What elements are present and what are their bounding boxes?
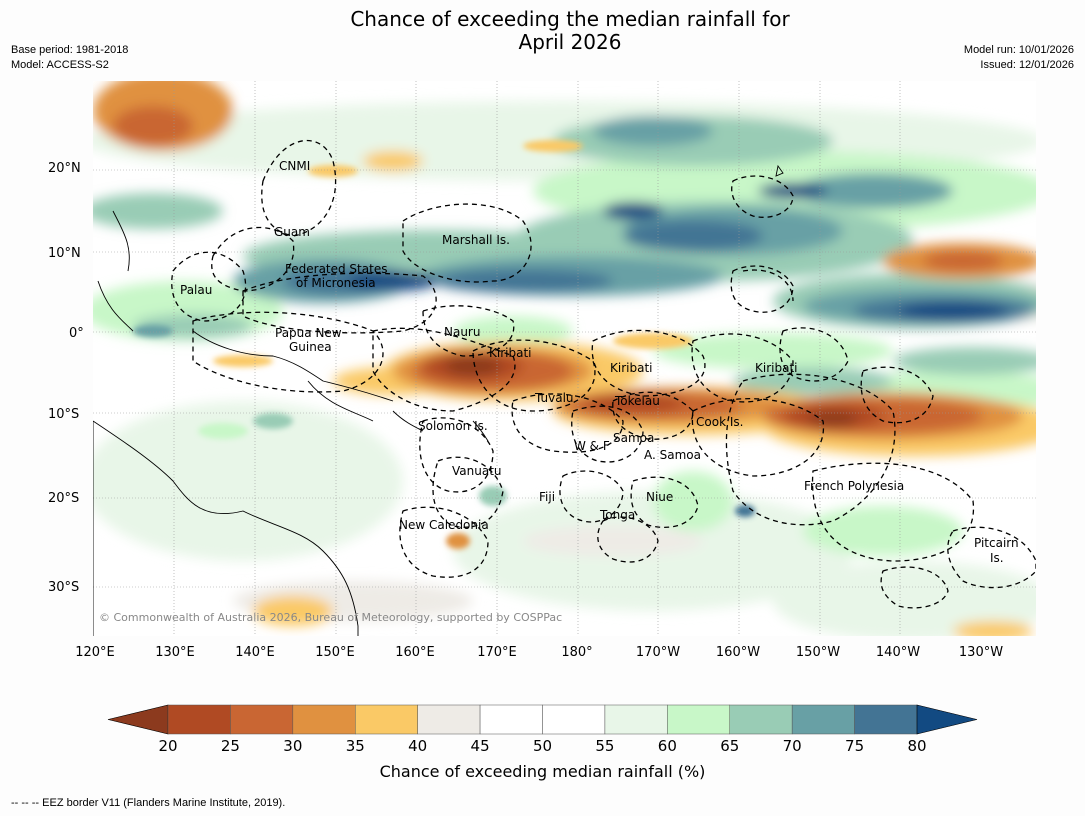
- colorbar-tick-75: 75: [845, 737, 865, 755]
- colorbar-title: Chance of exceeding median rainfall (%): [379, 762, 706, 781]
- colorbar-tick-65: 65: [720, 737, 740, 755]
- colorbar-bin-20-25: [167, 704, 231, 735]
- colorbar-bin-45-50: [479, 704, 543, 735]
- label-vanuatu: Vanuatu: [452, 464, 502, 478]
- y-label-20s: 20°S: [48, 491, 80, 506]
- label-marshall: Marshall Is.: [442, 233, 510, 247]
- label-samoa: Samoa: [613, 431, 654, 445]
- x-label-130w: 130°W: [958, 645, 1004, 660]
- title-line-2: April 2026: [518, 30, 622, 54]
- colorbar-tick-20: 20: [158, 737, 178, 755]
- label-tonga: Tonga: [599, 508, 635, 522]
- colorbar-tick-40: 40: [408, 737, 428, 755]
- title-line-1: Chance of exceeding the median rainfall …: [350, 7, 790, 31]
- copyright-notice: © Commonwealth of Australia 2026, Bureau…: [99, 611, 562, 624]
- colorbar-bin-40-45: [417, 704, 481, 735]
- colorbar-tick-45: 45: [470, 737, 490, 755]
- label-png-line1: Papua New: [275, 326, 342, 340]
- meta-left: Base period: 1981-2018 Model: ACCESS-S2: [11, 43, 128, 73]
- label-pitcairn-line1: Pitcairn: [974, 536, 1019, 550]
- label-kiribati-central: Kiribati: [610, 361, 652, 375]
- colorbar-tick-80: 80: [907, 737, 927, 755]
- y-label-30s: 30°S: [48, 580, 80, 595]
- colorbar-tick-30: 30: [283, 737, 303, 755]
- colorbar-tick-60: 60: [657, 737, 677, 755]
- label-fsm-line1: Federated States: [285, 262, 387, 276]
- colorbar-extend-high: [916, 704, 978, 735]
- place-labels: CNMI Guam Marshall Is. Federated States …: [180, 159, 1019, 565]
- colorbar-bin-70-75: [791, 704, 855, 735]
- label-kiribati-east: Kiribati: [755, 361, 797, 375]
- label-new-caledonia: New Caledonia: [399, 518, 489, 532]
- map-title: Chance of exceeding the median rainfall …: [0, 8, 1085, 54]
- label-tuvalu: Tuvalu: [534, 391, 574, 405]
- base-period: Base period: 1981-2018: [11, 44, 129, 56]
- y-label-eq: 0°: [69, 326, 84, 341]
- label-french-polynesia: French Polynesia: [804, 479, 904, 493]
- y-label-10s: 10°S: [48, 407, 80, 422]
- label-cnmi: CNMI: [279, 159, 310, 173]
- x-label-150w: 150°W: [795, 645, 841, 660]
- map-svg: CNMI Guam Marshall Is. Federated States …: [93, 81, 1036, 636]
- colorbar-tick-70: 70: [782, 737, 802, 755]
- x-label-160w: 160°W: [715, 645, 761, 660]
- y-label-20n: 20°N: [48, 161, 81, 176]
- x-label-140w: 140°W: [875, 645, 921, 660]
- label-png-line2: Guinea: [289, 340, 332, 354]
- colorbar-bin-75-80: [854, 704, 918, 735]
- colorbar-bin-35-40: [355, 704, 418, 735]
- x-label-170e: 170°E: [477, 645, 517, 660]
- colorbar-tick-50: 50: [532, 737, 553, 755]
- label-nauru: Nauru: [444, 325, 480, 339]
- label-cook: Cook Is.: [696, 415, 743, 429]
- label-niue: Niue: [646, 490, 673, 504]
- coastlines: [93, 164, 784, 636]
- model-run: Model run: 10/01/2026: [963, 44, 1074, 56]
- label-fiji: Fiji: [539, 490, 555, 504]
- label-fsm-line2: of Micronesia: [296, 276, 376, 290]
- label-guam: Guam: [274, 225, 310, 239]
- issued-date: Issued: 12/01/2026: [980, 59, 1074, 71]
- x-label-170w: 170°W: [635, 645, 681, 660]
- colorbar-bin-60-65: [667, 704, 730, 735]
- label-kiribati-west: Kiribati: [489, 346, 531, 360]
- colorbar-bin-65-70: [729, 704, 793, 735]
- colorbar-bin-50-55: [542, 704, 606, 735]
- eez-borders: [171, 139, 1036, 609]
- label-solomon: Solomon Is.: [418, 419, 488, 433]
- y-label-10n: 10°N: [48, 246, 81, 261]
- eez-footnote: -- -- -- EEZ border V11 (Flanders Marine…: [11, 797, 286, 809]
- colorbar-bin-30-35: [292, 704, 356, 735]
- colorbar-extend-low: [107, 704, 169, 735]
- x-label-150e: 150°E: [315, 645, 355, 660]
- label-palau: Palau: [180, 283, 212, 297]
- rainfall-map[interactable]: CNMI Guam Marshall Is. Federated States …: [93, 81, 1036, 636]
- x-label-180: 180°: [561, 645, 593, 660]
- model-name: Model: ACCESS-S2: [11, 59, 109, 71]
- x-label-130e: 130°E: [155, 645, 195, 660]
- colorbar: [107, 704, 978, 735]
- colorbar-bin-55-60: [604, 704, 668, 735]
- meta-right: Model run: 10/01/2026 Issued: 12/01/2026: [964, 43, 1074, 73]
- rainfall-field: [93, 81, 1036, 636]
- graticule: [93, 81, 1036, 636]
- x-label-140e: 140°E: [235, 645, 275, 660]
- label-american-samoa: A. Samoa: [644, 448, 701, 462]
- label-tokelau: Tokelau: [614, 394, 660, 408]
- colorbar-tick-55: 55: [595, 737, 615, 755]
- label-wallis-futuna: W & F: [574, 439, 610, 453]
- colorbar-tick-25: 25: [220, 737, 240, 755]
- label-pitcairn-line2: Is.: [990, 551, 1004, 565]
- x-label-160e: 160°E: [395, 645, 435, 660]
- colorbar-tick-35: 35: [345, 737, 365, 755]
- colorbar-bin-25-30: [230, 704, 294, 735]
- x-label-120e: 120°E: [75, 645, 115, 660]
